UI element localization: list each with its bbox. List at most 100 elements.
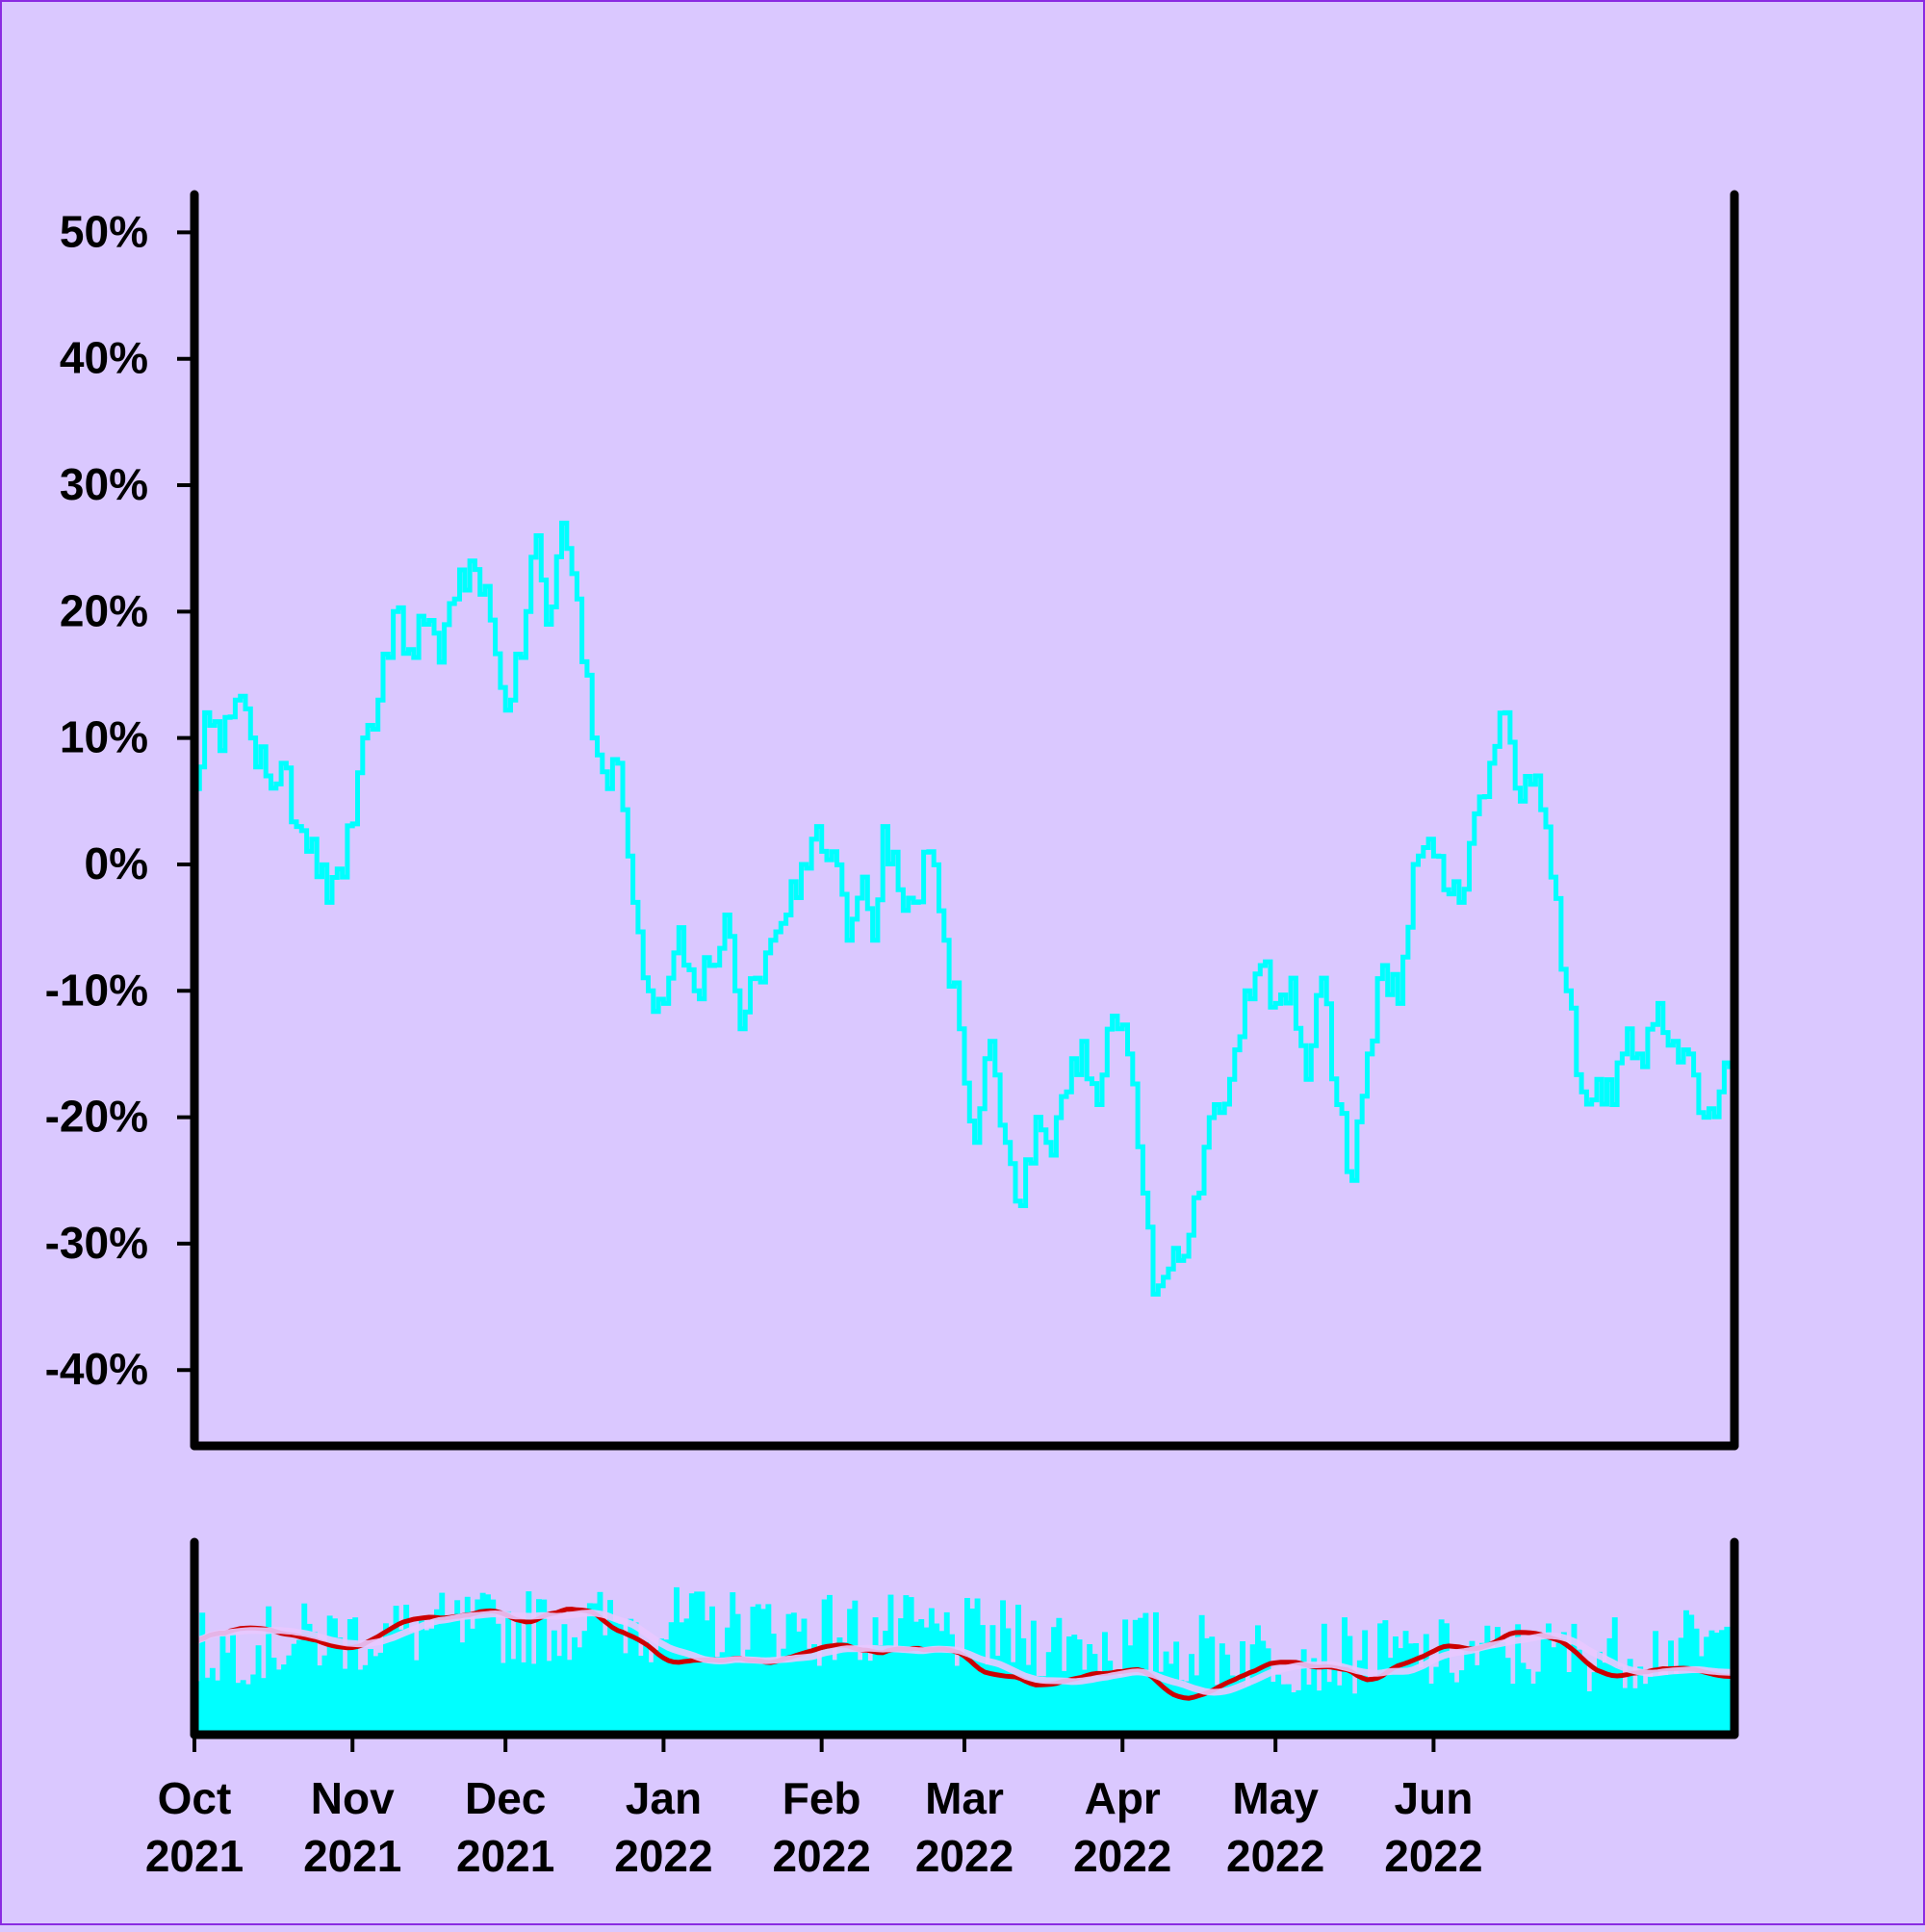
volume-bar [1102, 1632, 1108, 1735]
volume-bar [688, 1593, 695, 1735]
volume-bar [383, 1623, 389, 1735]
volume-bar [1285, 1684, 1292, 1735]
x-tick-label-year: 2022 [772, 1831, 870, 1881]
volume-bar [1234, 1680, 1241, 1735]
volume-bar [1617, 1666, 1623, 1735]
volume-bar [1066, 1636, 1072, 1735]
volume-bar [368, 1649, 373, 1735]
volume-bar [556, 1656, 563, 1735]
volume-bar [275, 1669, 282, 1735]
volume-bar [1632, 1687, 1638, 1735]
volume-bar [1458, 1670, 1465, 1735]
volume-bar [1540, 1635, 1547, 1735]
volume-bar [1270, 1682, 1276, 1735]
volume-bar [852, 1600, 859, 1735]
x-tick-label-month: Mar [925, 1773, 1004, 1823]
volume-bar [1398, 1648, 1404, 1735]
volume-bar [1096, 1670, 1103, 1735]
volume-bar [796, 1631, 803, 1735]
volume-bar [1168, 1663, 1174, 1735]
volume-bar [1418, 1667, 1424, 1735]
volume-bar [586, 1603, 593, 1735]
volume-bar [444, 1620, 450, 1735]
volume-bar [1495, 1627, 1501, 1735]
volume-bar [730, 1592, 736, 1735]
volume-bar [296, 1639, 302, 1735]
volume-bar [1708, 1630, 1715, 1735]
volume-bar [1438, 1619, 1445, 1735]
volume-bar [281, 1664, 287, 1735]
volume-bar [1724, 1626, 1731, 1735]
volume-bar [1597, 1651, 1603, 1735]
y-tick-label: 0% [85, 838, 148, 889]
x-tick-label-month: Dec [465, 1773, 546, 1823]
volume-bar [1076, 1639, 1083, 1735]
volume-bar [1657, 1675, 1664, 1735]
volume-bar [459, 1642, 466, 1735]
volume-bar [1336, 1685, 1343, 1735]
volume-bar [883, 1631, 889, 1735]
volume-bar [495, 1623, 501, 1735]
volume-bar [979, 1625, 986, 1735]
volume-bar [872, 1617, 879, 1735]
volume-bar [490, 1599, 497, 1735]
volume-bar [510, 1659, 517, 1735]
volume-bar [1306, 1685, 1312, 1735]
volume-bar [291, 1643, 297, 1735]
volume-bar [1321, 1623, 1327, 1735]
volume-bar [938, 1631, 945, 1735]
volume-bar [245, 1684, 251, 1735]
volume-bar [1382, 1620, 1389, 1735]
volume-bar [903, 1595, 910, 1735]
volume-bar [959, 1652, 965, 1735]
volume-bar [1551, 1647, 1557, 1735]
volume-bar [475, 1599, 481, 1735]
volume-bar [337, 1637, 344, 1735]
volume-bar [1116, 1675, 1123, 1735]
volume-bar [765, 1604, 772, 1735]
volume-bar [526, 1591, 532, 1735]
volume-bar [1214, 1685, 1220, 1735]
volume-bar [739, 1662, 746, 1735]
volume-bar [1413, 1643, 1420, 1735]
volume-bar [321, 1655, 328, 1735]
price-panel: 50% 40% 30% 20% 10% 0% -10% -20% -30% -40% [45, 190, 1739, 1451]
y-tick-label: -40% [45, 1344, 148, 1394]
volume-bar [1602, 1662, 1608, 1735]
volume-bar [1138, 1617, 1143, 1735]
y-tick-label: -30% [45, 1218, 148, 1268]
volume-bar [617, 1623, 624, 1735]
volume-bar [1581, 1660, 1587, 1735]
x-tick-label-year: 2021 [303, 1831, 401, 1881]
volume-bar [923, 1627, 930, 1735]
volume-bar [1387, 1658, 1394, 1735]
volume-bar [1469, 1640, 1476, 1735]
x-tick-label-month: Jan [626, 1773, 702, 1823]
y-tick-label: -10% [45, 965, 148, 1015]
volume-bar [1081, 1669, 1088, 1735]
volume-bar [1147, 1670, 1154, 1735]
volume-bar [286, 1655, 293, 1735]
volume-bar [1005, 1628, 1012, 1735]
volume-bar [1606, 1637, 1613, 1735]
volume-bar [1509, 1684, 1516, 1735]
volume-bar [643, 1641, 650, 1735]
volume-bar [776, 1662, 782, 1735]
volume-bar [1296, 1689, 1302, 1735]
x-tick-label-month: May [1232, 1773, 1319, 1823]
volume-bar [836, 1637, 843, 1735]
volume-bar [1530, 1684, 1536, 1735]
volume-bar [877, 1645, 884, 1735]
volume-bar [1224, 1654, 1231, 1735]
volume-bar [1040, 1676, 1047, 1735]
volume-bar [597, 1591, 603, 1735]
volume-bar [811, 1644, 817, 1735]
volume-bar [266, 1606, 272, 1735]
x-axis: Oct 2021 Nov 2021 Dec 2021 Jan 2022 Feb 2022 Mar 20… [145, 1735, 1483, 1881]
volume-bar [393, 1606, 399, 1735]
volume-bar [428, 1628, 435, 1735]
volume-ma-slow [192, 1609, 1735, 1696]
volume-bar [235, 1683, 242, 1735]
volume-bar [658, 1638, 664, 1735]
volume-bar [230, 1634, 236, 1735]
